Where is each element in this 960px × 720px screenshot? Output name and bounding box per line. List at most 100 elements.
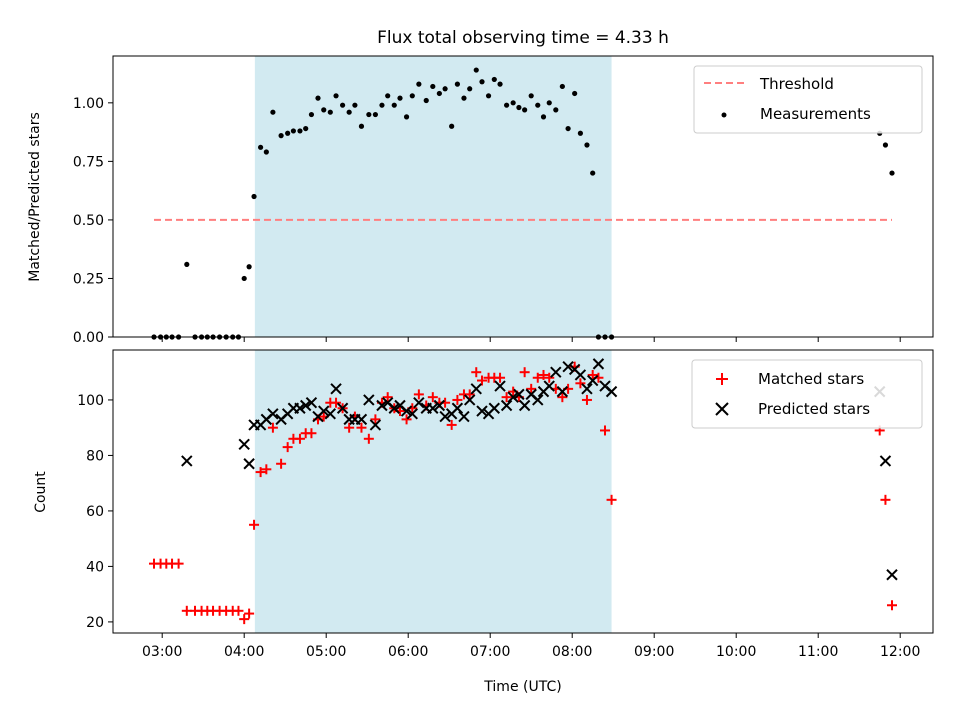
matched-star-point [526, 383, 537, 394]
measurement-point [528, 93, 534, 99]
measurement-point [473, 67, 479, 73]
measurement-point [584, 142, 590, 148]
matched-star-point [538, 369, 549, 380]
xtick-label: 04:00 [224, 644, 264, 660]
matched-star-point [356, 422, 367, 433]
bottom-legend: Matched stars Predicted stars [691, 359, 923, 429]
measurement-point [485, 93, 492, 99]
measurement-point [403, 114, 410, 120]
predicted-star-point [400, 405, 413, 417]
measurement-point [251, 193, 257, 200]
measurement-point [423, 97, 429, 104]
predicted-star-point [518, 399, 531, 412]
predicted-star-point [318, 405, 330, 417]
predicted-star-point [463, 394, 476, 406]
measurement-point [889, 170, 895, 176]
matched-star-point [464, 389, 475, 400]
xtick-label: 09:00 [634, 644, 674, 660]
bottom-ytick-label: 100 [77, 393, 104, 409]
legend-matched-label: Matched stars [758, 370, 864, 388]
measurement-point [290, 128, 296, 134]
predicted-star-point [592, 358, 605, 370]
legend-predicted-label: Predicted stars [758, 400, 870, 418]
top-y-axis-label: Matched/Predicted stars [27, 112, 43, 282]
xtick-label: 06:00 [388, 644, 428, 660]
measurement-point [553, 107, 559, 113]
measurement-point [882, 142, 889, 148]
matched-star-point [370, 414, 381, 425]
matched-star-point [233, 605, 244, 616]
predicted-star-point [562, 360, 574, 373]
measurement-point [321, 107, 327, 113]
matched-star-point [344, 422, 355, 433]
matched-star-point [452, 394, 463, 405]
measurement-point [366, 111, 372, 118]
measurement-point [340, 102, 346, 108]
measurement-point [540, 114, 547, 120]
matched-star-point [880, 494, 891, 505]
legend-matched-swatch [716, 373, 728, 385]
predicted-star-point [556, 385, 569, 398]
matched-star-point [249, 519, 260, 530]
xtick-label: 12:00 [880, 644, 920, 660]
predicted-star-point [476, 405, 488, 417]
x-axis-label: Time (UTC) [483, 679, 561, 695]
matched-star-point [532, 372, 543, 383]
measurement-point [270, 109, 276, 115]
top-ytick-label: 0.50 [73, 213, 104, 229]
predicted-star-point [388, 402, 400, 414]
measurement-point [510, 100, 516, 106]
predicted-star-point [513, 388, 525, 401]
measurement-point [246, 264, 252, 270]
predicted-star-point [299, 399, 312, 412]
xtick-label: 03:00 [142, 644, 182, 660]
matched-star-point [544, 372, 555, 383]
matched-star-point [173, 558, 184, 569]
measurement-point [565, 125, 571, 132]
measurement-point [184, 261, 190, 268]
measurement-point [303, 125, 309, 132]
measurement-point [327, 109, 333, 115]
measurement-point [285, 130, 291, 136]
matched-star-point [331, 397, 342, 408]
measurement-point [449, 123, 455, 129]
legend-measurements-label: Measurements [760, 105, 871, 123]
predicted-star-point [336, 402, 349, 414]
matched-star-point [276, 458, 287, 469]
matched-star-point [267, 422, 278, 433]
legend-measurements-swatch [721, 112, 727, 118]
predicted-star-point [433, 399, 446, 412]
predicted-star-point [470, 383, 482, 395]
measurement-point [278, 133, 284, 139]
predicted-star-point [550, 366, 562, 378]
measurement-point [372, 111, 378, 118]
matched-star-point [306, 428, 317, 439]
matched-star-point [294, 433, 305, 444]
predicted-star-point [238, 438, 250, 451]
measurement-point [479, 79, 485, 85]
predicted-star-point [500, 399, 513, 412]
predicted-star-point [488, 402, 501, 414]
measurement-point [333, 93, 339, 99]
predicted-star-point [181, 455, 193, 467]
predicted-star-point [330, 383, 342, 395]
top-plot-frame [112, 55, 934, 338]
measurement-point [516, 104, 522, 111]
measurement-point [572, 90, 578, 97]
measurement-point [416, 81, 422, 87]
matched-star-point [382, 392, 393, 403]
predicted-star-point [543, 380, 555, 392]
matched-star-point [557, 392, 568, 403]
predicted-star-point [532, 394, 544, 406]
xtick-label: 11:00 [798, 644, 838, 660]
measurement-point [546, 100, 552, 106]
measurement-point [358, 123, 365, 129]
matched-star-point [413, 389, 424, 400]
matched-star-point [401, 414, 412, 425]
matched-star-point [600, 425, 610, 436]
measurement-point [385, 93, 391, 99]
bottom-ytick-label: 40 [86, 559, 104, 575]
measurement-point [308, 111, 315, 118]
xtick-label: 05:00 [306, 644, 346, 660]
measurement-point [391, 102, 397, 108]
